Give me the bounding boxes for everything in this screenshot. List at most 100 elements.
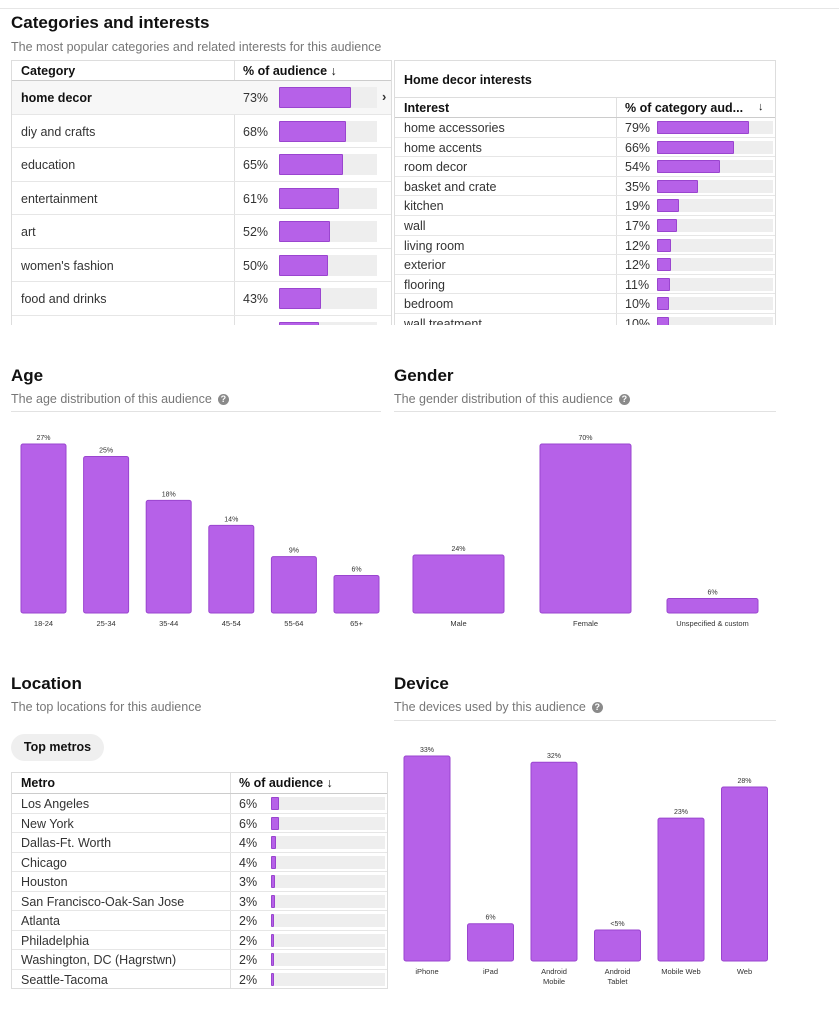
interest-percent: 12%: [625, 238, 651, 253]
metro-percent: 6%: [239, 816, 258, 831]
category-row[interactable]: diy and crafts 68%: [12, 115, 391, 148]
percent-bar-track: [657, 160, 773, 174]
interest-percent: 12%: [625, 258, 651, 273]
metro-column-header: Metro: [21, 776, 56, 790]
category-name: food and drinks: [21, 292, 107, 306]
interest-row[interactable]: wall 17%: [395, 216, 775, 236]
help-icon[interactable]: ?: [618, 394, 630, 405]
metro-row[interactable]: Philadelphia 2%: [12, 931, 387, 950]
interest-row[interactable]: kitchen 19%: [395, 196, 775, 216]
category-row[interactable]: art 52%: [12, 215, 391, 249]
bar-category-label: 55-64: [284, 619, 303, 628]
help-icon[interactable]: ?: [591, 702, 603, 713]
bar-value-label: 27%: [36, 435, 50, 442]
metro-name: Atlanta: [21, 914, 60, 928]
percent-bar-track: [271, 894, 385, 908]
interest-percent: 17%: [625, 219, 651, 233]
interest-row[interactable]: wall treatment 10%: [395, 314, 775, 325]
percent-bar-track: [271, 816, 385, 830]
metro-row[interactable]: Seattle-Tacoma 2%: [12, 970, 387, 989]
bar-value-label: 28%: [737, 778, 751, 785]
chart-bar: [412, 554, 505, 614]
interest-row[interactable]: home accents 66%: [395, 138, 775, 158]
percent-bar-track: [271, 836, 385, 849]
percent-bar-track: [657, 317, 773, 325]
category-row[interactable]: entertainment 61%: [12, 182, 391, 215]
age-divider: [11, 411, 381, 412]
percent-bar-fill: [279, 187, 339, 209]
percent-bar-track: [271, 972, 385, 986]
category-name: diy and crafts: [21, 124, 96, 139]
metro-row[interactable]: Chicago 4%: [12, 853, 387, 872]
percent-bar-track: [657, 238, 773, 252]
audience-sort-header[interactable]: % of audience ↓: [239, 776, 333, 790]
category-row[interactable]: food and drinks 43%: [12, 282, 391, 316]
bar-category-label: iPad: [483, 967, 498, 976]
interest-row[interactable]: basket and crate 35%: [395, 177, 775, 197]
percent-bar-track: [657, 297, 773, 311]
category-audience-sort-header[interactable]: % of category aud...: [625, 101, 744, 115]
bar-category-label: Female: [573, 619, 598, 628]
percent-bar-fill: [279, 221, 330, 242]
metro-row[interactable]: San Francisco-Oak-San Jose 3%: [12, 892, 387, 911]
metro-name: Washington, DC (Hagrstwn): [21, 953, 177, 967]
category-row[interactable]: women's fashion 50%: [12, 249, 391, 282]
chevron-right-icon[interactable]: ›: [382, 89, 387, 104]
column-divider: [230, 773, 231, 988]
interest-name: basket and crate: [404, 179, 497, 194]
chart-bar: [333, 574, 380, 614]
metro-percent: 6%: [239, 797, 258, 811]
percent-bar-track: [279, 321, 377, 325]
metro-percent: 2%: [239, 914, 258, 928]
interest-row[interactable]: exterior 12%: [395, 255, 775, 275]
metro-row[interactable]: Atlanta 2%: [12, 911, 387, 931]
device-subtitle-text: The devices used by this audience: [394, 700, 586, 714]
category-row[interactable]: education 65%: [12, 148, 391, 182]
gender-title: Gender: [394, 366, 454, 385]
top-metros-tab[interactable]: Top metros: [11, 734, 104, 761]
interests-table-header: Interest % of category aud... ↓: [395, 97, 775, 118]
categories-subtitle: The most popular categories and related …: [11, 40, 382, 54]
bar-category-label: 65+: [350, 619, 363, 628]
interest-percent: 11%: [625, 277, 650, 292]
metro-percent: 4%: [239, 836, 258, 850]
audience-sort-header[interactable]: % of audience ↓: [243, 64, 337, 78]
category-row[interactable]: home decor 73% ›: [12, 81, 391, 115]
chart-bar: [467, 923, 514, 962]
percent-bar-track: [657, 199, 773, 213]
interest-row[interactable]: room decor 54%: [395, 157, 775, 177]
help-icon[interactable]: ?: [217, 394, 229, 405]
metro-row[interactable]: Los Angeles 6%: [12, 794, 387, 814]
category-percent: 61%: [243, 191, 269, 206]
device-subtitle: The devices used by this audience?: [394, 700, 603, 714]
interest-row[interactable]: home accessories 79%: [395, 118, 775, 138]
percent-bar-track: [279, 87, 377, 108]
bar-category-label: Android: [605, 967, 631, 976]
metro-name: Chicago: [21, 855, 67, 870]
chart-bar: [145, 499, 192, 614]
chart-bar: [270, 556, 317, 614]
metro-row[interactable]: New York 6%: [12, 814, 387, 833]
percent-bar-fill: [657, 140, 734, 154]
age-subtitle: The age distribution of this audience?: [11, 392, 229, 406]
metro-percent: 3%: [239, 894, 258, 909]
interest-name: home accents: [404, 140, 482, 155]
metro-row[interactable]: Dallas-Ft. Worth 4%: [12, 833, 387, 853]
percent-bar-fill: [657, 317, 669, 325]
interest-row[interactable]: bedroom 10%: [395, 294, 775, 314]
interest-row[interactable]: living room 12%: [395, 236, 775, 256]
bar-value-label: <5%: [610, 921, 624, 928]
bar-category-label: Web: [737, 967, 752, 976]
interests-table: Home decor interests Interest % of categ…: [394, 60, 776, 325]
percent-bar-track: [279, 120, 377, 142]
interest-row[interactable]: flooring 11%: [395, 275, 775, 295]
sort-arrow-icon[interactable]: ↓: [758, 101, 764, 113]
metro-row[interactable]: Washington, DC (Hagrstwn) 2%: [12, 950, 387, 970]
metro-row[interactable]: Houston 3%: [12, 872, 387, 892]
percent-bar-fill: [657, 199, 680, 213]
device-chart: 33%iPhone6%iPad32%AndroidMobile<5%Androi…: [403, 747, 768, 986]
category-row[interactable]: [12, 316, 391, 325]
percent-bar-track: [657, 140, 773, 154]
metro-name: San Francisco-Oak-San Jose: [21, 894, 185, 909]
age-subtitle-text: The age distribution of this audience: [11, 392, 212, 406]
